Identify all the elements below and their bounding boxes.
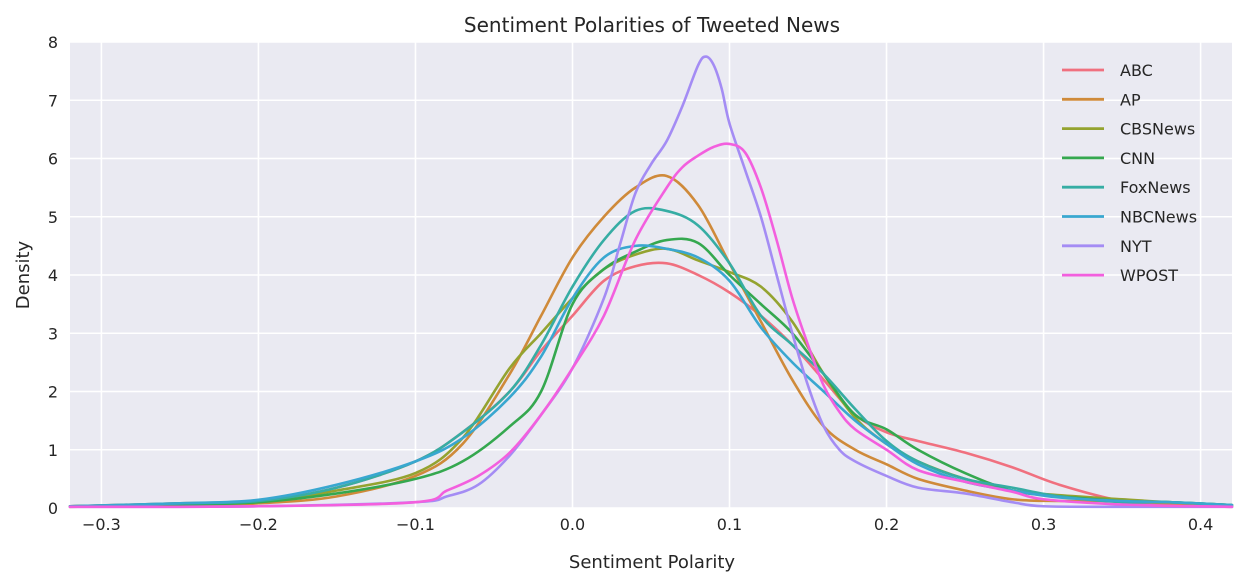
x-tick-labels: −0.3 −0.2 −0.1 0.0 0.1 0.2 0.3 0.4 xyxy=(82,515,1213,534)
y-tick-label: 1 xyxy=(48,441,58,460)
legend-label-nbcnews: NBCNews xyxy=(1120,208,1197,227)
x-tick-label: 0.0 xyxy=(560,515,585,534)
legend-label-cbsnews: CBSNews xyxy=(1120,120,1195,139)
x-tick-label: −0.2 xyxy=(239,515,278,534)
y-tick-label: 5 xyxy=(48,208,58,227)
x-tick-label: 0.4 xyxy=(1188,515,1213,534)
legend-label-wpost: WPOST xyxy=(1120,266,1178,285)
series-line-wpost xyxy=(68,142,1234,509)
legend-label-cnn: CNN xyxy=(1120,149,1155,168)
y-tick-label: 6 xyxy=(48,150,58,169)
x-tick-label: −0.3 xyxy=(82,515,121,534)
legend-label-foxnews: FoxNews xyxy=(1120,178,1191,197)
y-tick-label: 8 xyxy=(48,33,58,52)
legend-label-ap: AP xyxy=(1120,90,1141,109)
chart-title: Sentiment Polarities of Tweeted News xyxy=(464,13,840,37)
y-tick-label: 2 xyxy=(48,383,58,402)
y-gridlines xyxy=(70,41,1232,509)
legend-label-nyt: NYT xyxy=(1120,237,1152,256)
x-tick-label: 0.3 xyxy=(1031,515,1056,534)
y-tick-label: 4 xyxy=(48,266,58,285)
legend-label-abc: ABC xyxy=(1120,61,1153,80)
legend: ABC AP CBSNews CNN FoxNews NBCNews NYT WPOST xyxy=(1062,61,1197,285)
series-line-nyt xyxy=(68,55,1234,509)
x-tick-label: −0.1 xyxy=(396,515,435,534)
x-tick-label: 0.1 xyxy=(717,515,742,534)
y-axis-label: Density xyxy=(13,240,34,309)
x-axis-label: Sentiment Polarity xyxy=(569,552,735,573)
series-lines xyxy=(68,55,1234,509)
y-tick-label: 0 xyxy=(48,499,58,518)
series-line-cnn xyxy=(68,237,1234,508)
y-tick-label: 3 xyxy=(48,324,58,343)
x-tick-label: 0.2 xyxy=(874,515,899,534)
y-tick-label: 7 xyxy=(48,91,58,110)
y-tick-labels: 0 1 2 3 4 5 6 7 8 xyxy=(48,33,58,518)
